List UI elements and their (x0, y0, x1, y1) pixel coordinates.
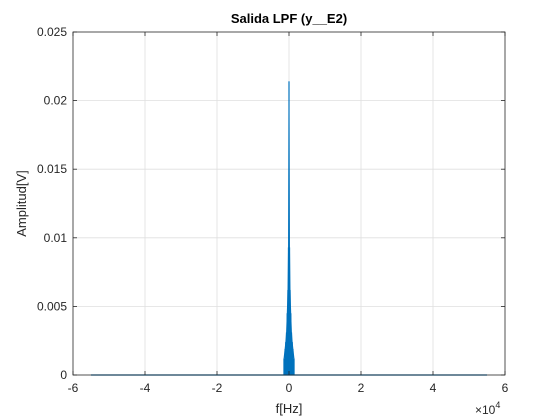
y-tick-label: 0.02 (44, 94, 68, 108)
x-tick-label: 0 (286, 381, 293, 395)
ticks: -6 -4 -2 0 2 4 6 0 0.005 0.01 0.015 0.02 0.025 (37, 25, 509, 395)
x-tick-label: -2 (212, 381, 223, 395)
y-tick-label: 0.005 (37, 299, 67, 313)
x-tick-label: 6 (502, 381, 509, 395)
chart-title: Salida LPF (y__E2) (231, 11, 347, 26)
x-axis-exponent-base: ×10 (475, 403, 496, 417)
x-tick-label: 4 (430, 381, 437, 395)
series-envelope (283, 81, 295, 359)
x-axis-label: f[Hz] (276, 401, 303, 416)
x-tick-label: -6 (68, 381, 79, 395)
x-tick-label: 2 (358, 381, 365, 395)
y-tick-label: 0.01 (44, 231, 68, 245)
x-axis-exponent: ×104 (475, 400, 500, 417)
x-tick-label: -4 (140, 381, 151, 395)
y-axis-label: Amplitud[V] (14, 170, 29, 236)
y-tick-label: 0.015 (37, 162, 67, 176)
y-tick-label: 0 (60, 368, 67, 382)
y-tick-label: 0.025 (37, 25, 67, 39)
x-axis-exponent-power: 4 (495, 400, 500, 410)
